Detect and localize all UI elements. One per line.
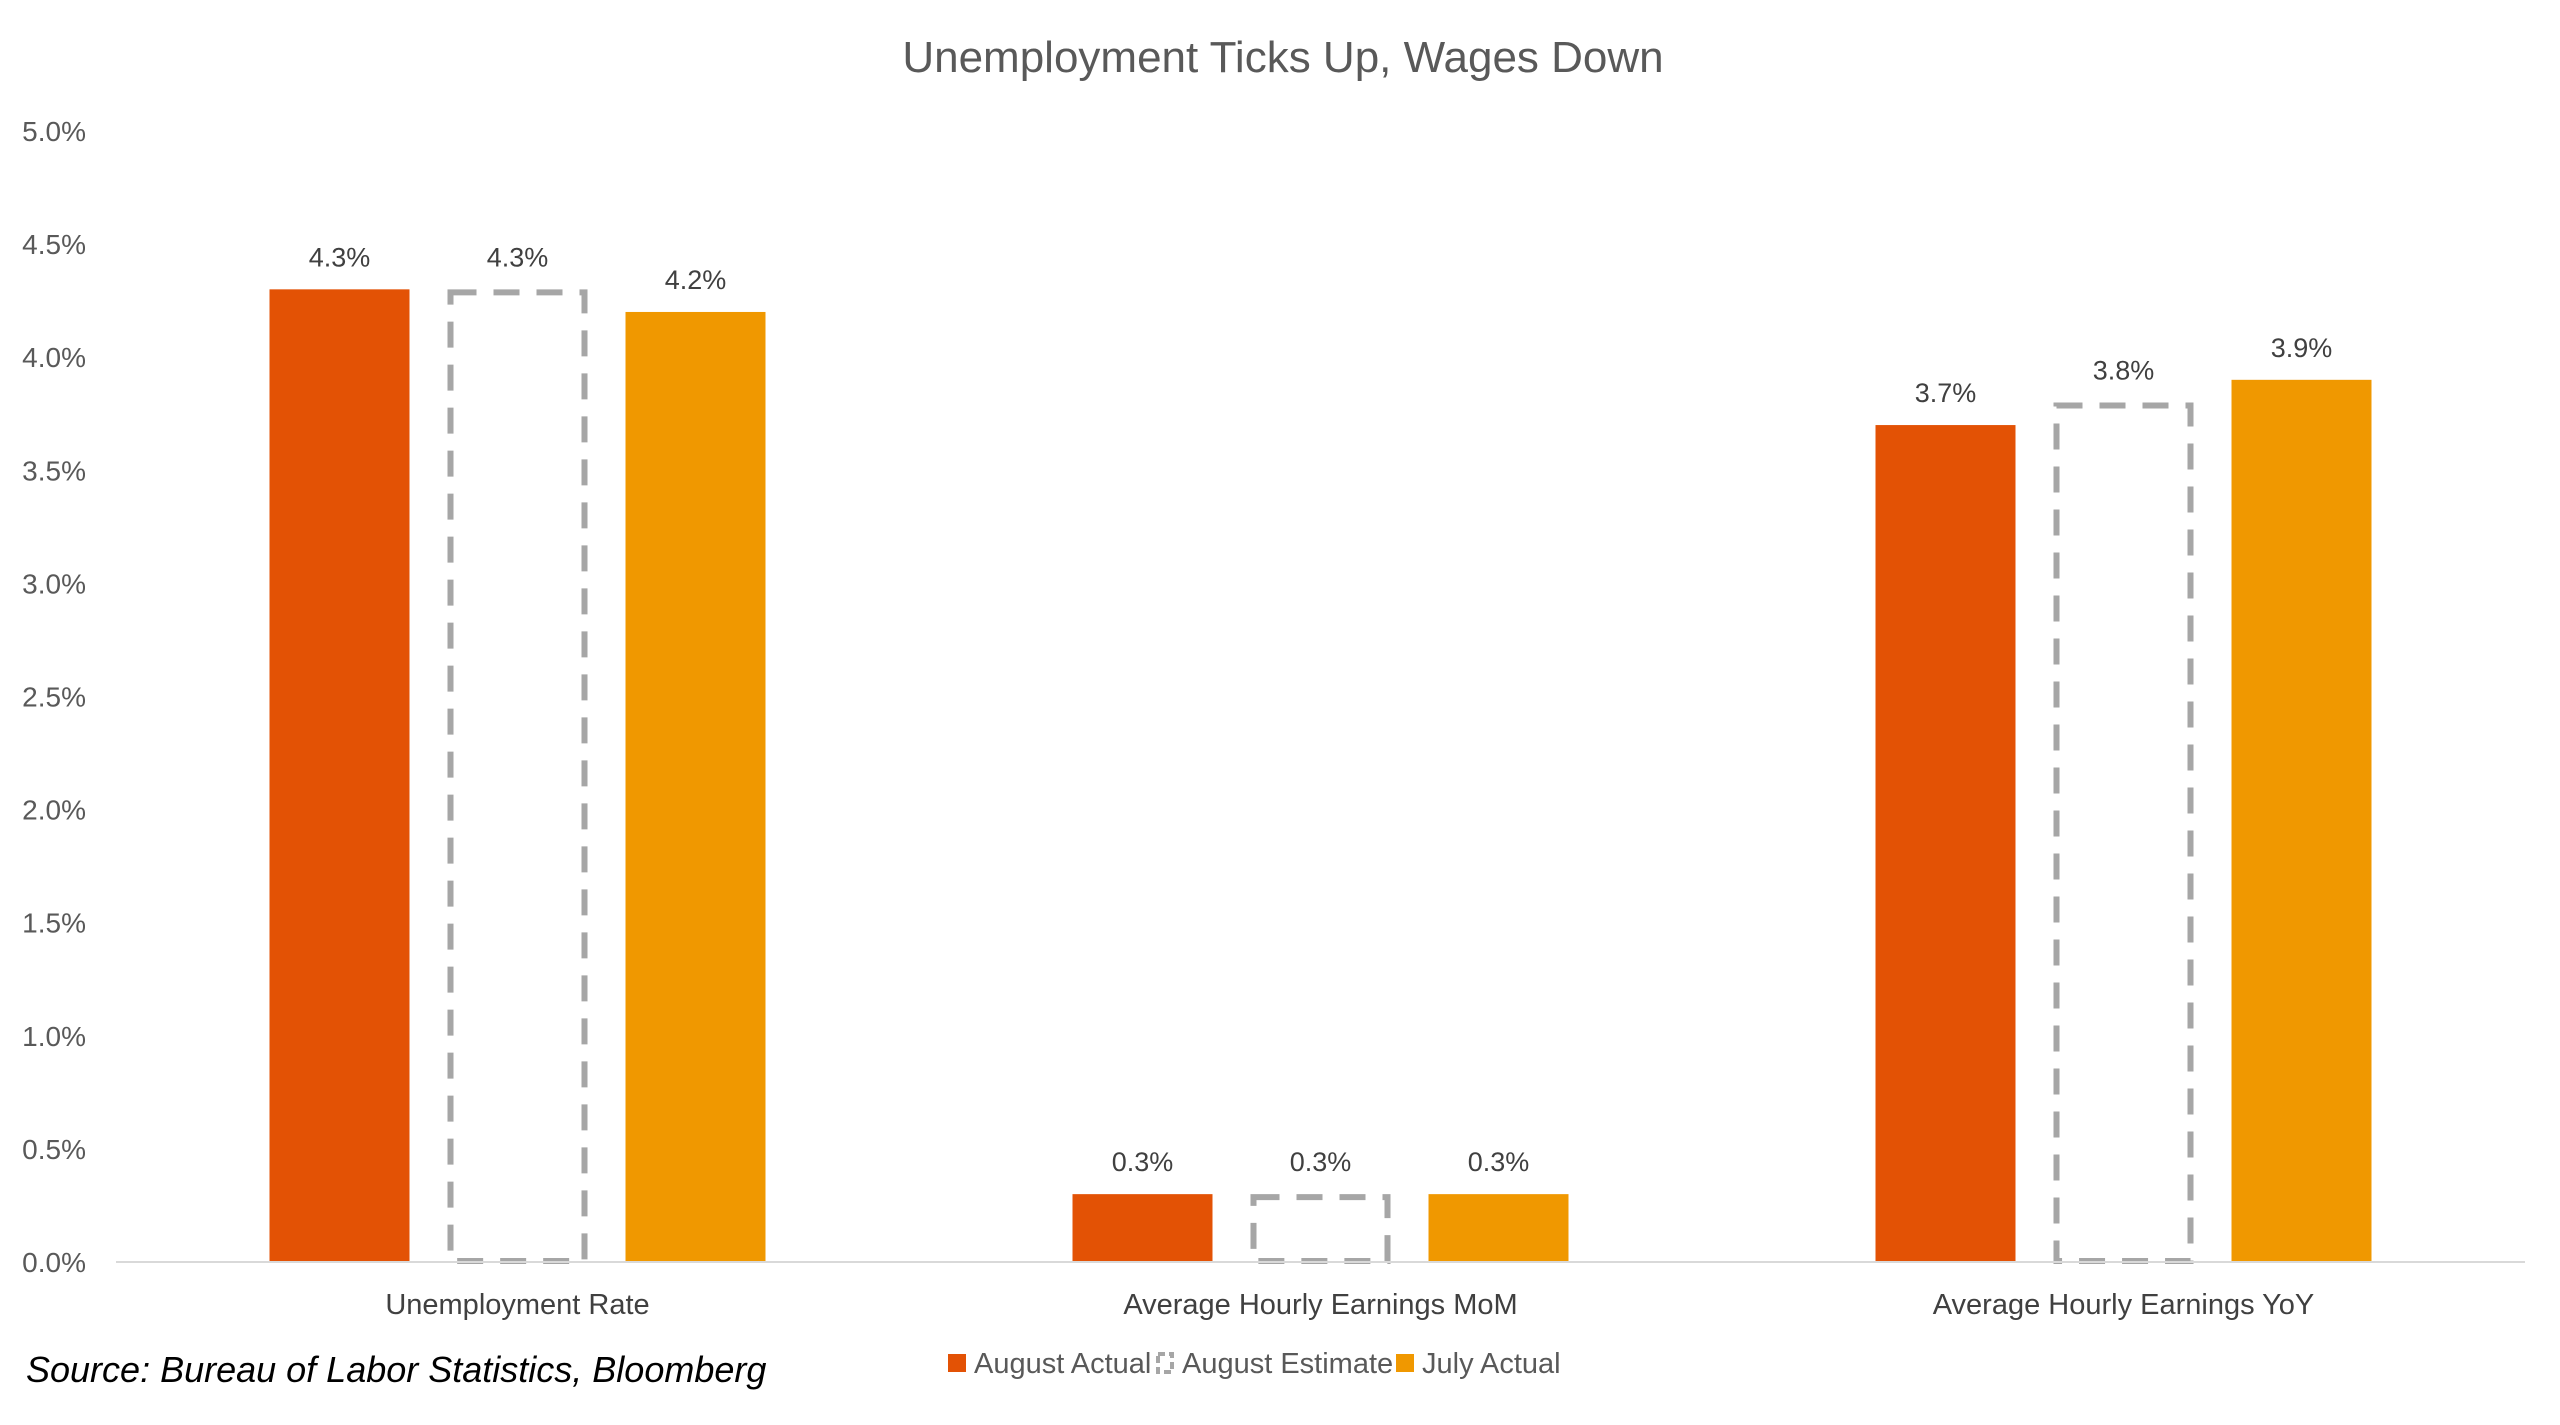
data-label: 4.3% [487,242,549,272]
bar [447,289,588,1264]
chart-title: Unemployment Ticks Up, Wages Down [902,33,1663,82]
bar [1428,1194,1569,1262]
data-label: 4.2% [665,265,727,295]
x-category-label: Unemployment Rate [385,1289,649,1321]
y-tick-label: 1.5% [22,908,86,939]
x-category-label: Average Hourly Earnings YoY [1933,1289,2315,1321]
x-category-label: Average Hourly Earnings MoM [1123,1289,1517,1321]
y-axis: 0.0% 0.5% 1.0% 1.5% 2.0% 2.5% 3.0% 3.5% 4.0% 4.5%… [22,116,86,1278]
data-label: 3.9% [2271,333,2333,363]
y-tick-label: 3.5% [22,455,86,486]
data-label: 0.3% [1468,1147,1530,1177]
y-tick-label: 0.0% [22,1247,86,1278]
bar [2231,379,2372,1262]
x-axis: Unemployment Rate Average Hourly Earnings… [385,1289,2314,1321]
source-note: Source: Bureau of Labor Statistics, Bloo… [26,1349,766,1390]
legend-label: August Estimate [1182,1348,1393,1380]
data-label: 4.3% [309,242,371,272]
bar-series-group [269,289,2372,1265]
bar [625,311,766,1263]
bar [1250,1194,1391,1265]
data-label: 0.3% [1112,1147,1174,1177]
bar [269,289,410,1263]
legend-swatch [1156,1352,1174,1374]
y-tick-label: 0.5% [22,1134,86,1165]
legend: August Actual August Estimate July Actual [948,1348,1561,1380]
legend-swatch [1396,1354,1414,1372]
y-tick-label: 2.5% [22,682,86,713]
bar [1875,425,2016,1262]
data-label: 3.7% [1915,378,1977,408]
legend-label: August Actual [974,1348,1151,1380]
data-label: 3.8% [2093,355,2155,385]
y-tick-label: 2.0% [22,795,86,826]
y-tick-label: 4.5% [22,229,86,260]
data-label: 0.3% [1290,1147,1352,1177]
y-tick-label: 1.0% [22,1021,86,1052]
legend-swatch [948,1354,966,1372]
y-tick-label: 4.0% [22,342,86,373]
bar [2053,402,2194,1264]
y-tick-label: 5.0% [22,116,86,147]
y-tick-label: 3.0% [22,568,86,599]
bar [1072,1194,1213,1262]
legend-label: July Actual [1422,1348,1561,1380]
data-labels-group: 4.3% 4.3% 4.2% 0.3% 0.3% 0.3% 3.7% 3.8% 3.9% [309,242,2333,1177]
